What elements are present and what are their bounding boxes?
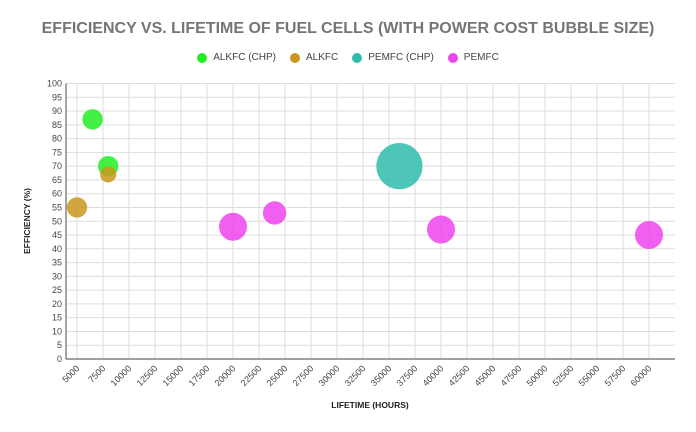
legend-marker: [197, 52, 208, 63]
legend-label: PEMFC (CHP): [368, 52, 434, 63]
x-tick-label: 42500: [447, 363, 472, 388]
bubble-pemfc[interactable]: [262, 201, 287, 225]
x-axis-label: LIFETIME (HOURS): [331, 400, 409, 410]
x-tick-label: 32500: [343, 363, 368, 388]
y-tick-label: 20: [52, 299, 62, 309]
legend-label: ALKFC: [306, 52, 339, 63]
legend-item-alkfc[interactable]: ALKFC: [290, 52, 338, 63]
x-tick-label: 47500: [499, 363, 524, 388]
x-tick-label: 57500: [603, 363, 628, 388]
x-tick-label: 12500: [135, 363, 160, 388]
y-tick-labels: 0 5 10 15 20 25 30 35 40 45 50 55 60 65 70 75 80 85 90 95 10…: [47, 79, 62, 365]
y-tick-label: 35: [52, 258, 62, 268]
x-tick-label: 25000: [265, 363, 290, 388]
legend-marker: [290, 52, 300, 63]
y-tick-label: 55: [52, 202, 62, 212]
bubble-pemfc-chp[interactable]: [376, 143, 423, 190]
x-tick-label: 5000: [60, 363, 81, 384]
y-tick-label: 30: [52, 271, 62, 281]
x-tick-label: 50000: [525, 363, 550, 388]
y-tick-label: 70: [52, 161, 62, 171]
legend-item-alkfc-chp[interactable]: ALKFC (CHP): [197, 52, 276, 63]
bubble-alkfc[interactable]: [100, 166, 117, 183]
legend-marker: [352, 52, 363, 63]
x-tick-label: 37500: [395, 363, 420, 388]
bubble-pemfc[interactable]: [219, 212, 247, 241]
x-tick-label: 40000: [421, 363, 446, 388]
legend: ALKFC (CHP) ALKFC PEMFC (CHP) PEMFC: [0, 52, 696, 63]
x-tick-label: 10000: [109, 363, 134, 388]
x-tick-label: 55000: [577, 363, 602, 388]
legend-label: PEMFC: [463, 52, 499, 63]
y-tick-label: 75: [52, 147, 62, 157]
y-tick-label: 5: [57, 340, 62, 350]
x-tick-labels: 5000 7500 10000 12500 15000 17500 20000 22500 25…: [60, 363, 653, 388]
x-tick-label: 15000: [161, 363, 186, 388]
x-tick-label: 35000: [369, 363, 394, 388]
axes: [65, 83, 675, 360]
x-tick-label: 7500: [86, 363, 107, 384]
x-tick-label: 45000: [473, 363, 498, 388]
y-tick-label: 40: [52, 244, 62, 254]
y-tick-label: 0: [57, 354, 62, 364]
y-tick-label: 100: [47, 79, 62, 89]
y-tick-label: 85: [52, 120, 62, 130]
y-tick-label: 90: [52, 106, 62, 116]
y-tick-label: 15: [52, 313, 62, 323]
x-tick-label: 22500: [239, 363, 264, 388]
y-tick-label: 25: [52, 285, 62, 295]
x-tick-label: 60000: [629, 363, 654, 388]
y-axis-label: EFFICIENCY (%): [22, 188, 32, 254]
x-tick-label: 27500: [291, 363, 316, 388]
x-tick-label: 20000: [213, 363, 238, 388]
bubbles: [66, 109, 663, 250]
chart-title: EFFICIENCY VS. LIFETIME OF FUEL CELLS (W…: [41, 20, 655, 37]
x-tick-label: 17500: [187, 363, 212, 388]
y-tick-label: 60: [52, 189, 62, 199]
bubble-pemfc[interactable]: [427, 215, 455, 244]
y-tick-label: 65: [52, 175, 62, 185]
y-tick-label: 80: [52, 134, 62, 144]
x-tick-label: 30000: [317, 363, 342, 388]
bubble-pemfc[interactable]: [635, 221, 663, 250]
gridlines: [66, 83, 675, 359]
y-tick-label: 50: [52, 216, 62, 226]
x-tick-label: 52500: [551, 363, 576, 388]
y-tick-label: 45: [52, 230, 62, 240]
legend-marker: [447, 52, 458, 63]
legend-item-pemfc[interactable]: PEMFC: [447, 52, 499, 63]
y-tick-label: 10: [52, 326, 62, 336]
legend-label: ALKFC (CHP): [213, 52, 276, 63]
legend-item-pemfc-chp[interactable]: PEMFC (CHP): [352, 52, 434, 63]
bubble-alkfc-chp[interactable]: [82, 109, 103, 130]
y-tick-label: 95: [52, 92, 62, 102]
bubble-alkfc[interactable]: [66, 197, 88, 218]
